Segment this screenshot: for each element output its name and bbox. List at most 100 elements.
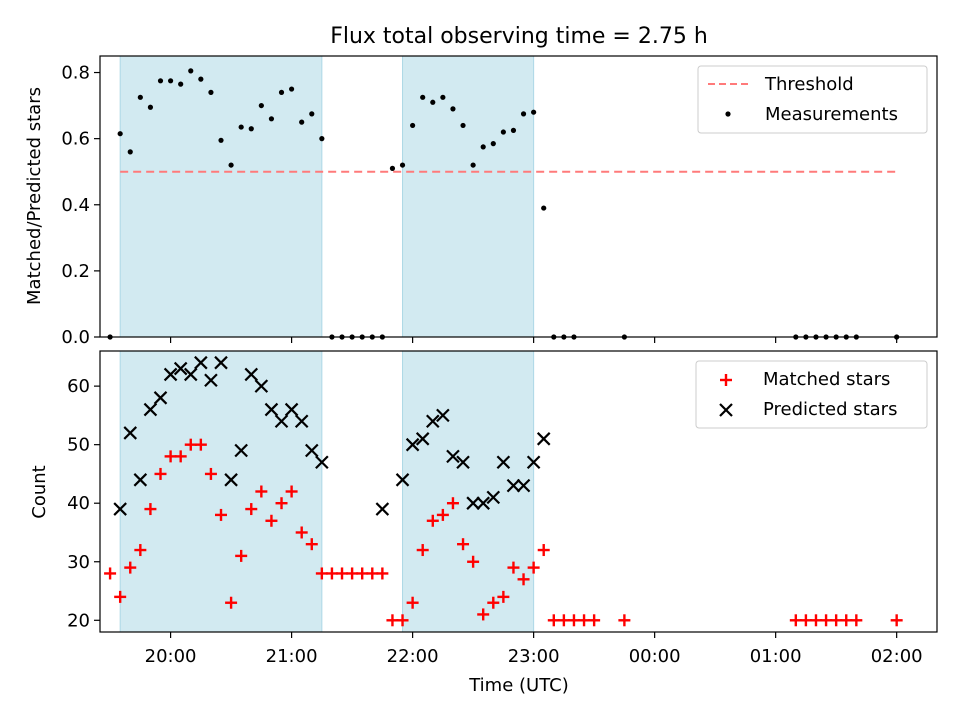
predicted-star-point (113, 502, 127, 516)
measurement-point (420, 94, 426, 100)
matched-star-point (396, 614, 409, 627)
matched-star-point (194, 438, 207, 451)
measurement-point (178, 81, 184, 87)
matched-star-point (618, 614, 631, 627)
predicted-star-point (516, 478, 531, 493)
predicted-stars-legend-swatch (719, 403, 733, 417)
matched-star-point (850, 614, 863, 627)
predicted-star-point (456, 455, 470, 470)
top-legend-box (697, 65, 928, 134)
measurements-legend-label: Measurements (765, 104, 898, 125)
measurement-point (278, 89, 285, 95)
matched-star-point (154, 467, 167, 480)
matched-star-point (336, 567, 349, 580)
predicted-star-point (506, 478, 521, 493)
predicted-star-point (526, 455, 541, 470)
matched-star-point (406, 596, 419, 609)
top-x-ticks (169, 337, 898, 343)
matched-star-point (104, 567, 117, 580)
bottom-axes-frame (99, 350, 938, 633)
matched-star-point (275, 497, 288, 510)
matched-star-point (235, 549, 248, 562)
predicted-star-point (405, 437, 420, 452)
matched-star-point (144, 503, 157, 516)
predicted-star-point (415, 432, 430, 446)
matched-star-point (376, 567, 389, 580)
bottom-y-ticks: 20 30 40 50 60 (67, 376, 100, 631)
measurement-point (127, 149, 133, 155)
measurement-point (531, 109, 537, 115)
matched-star-point (346, 567, 359, 580)
y-tick-label: 60 (67, 376, 90, 397)
matched-star-point (124, 561, 137, 574)
matched-star-point (487, 596, 500, 609)
x-axis-label: Time (UTC) (468, 675, 569, 696)
top-axes-frame (99, 55, 938, 338)
matched-star-point (225, 596, 238, 609)
matched-star-point (325, 567, 338, 580)
matched-star-point (245, 503, 258, 516)
predicted-star-point (143, 402, 158, 417)
y-tick-label: 0.8 (61, 63, 90, 84)
bottom-legend: Matched stars Predicted stars (695, 360, 928, 429)
predicted-star-point (254, 379, 269, 393)
measurement-point (500, 129, 506, 135)
predicted-star-point (426, 414, 440, 429)
matched-star-point (588, 614, 601, 627)
chart-title: Flux total observing time = 2.75 h (330, 24, 708, 49)
measurements-legend-swatch (725, 111, 731, 117)
x-tick-label: 00:00 (629, 646, 681, 667)
matched-star-point (305, 538, 318, 551)
predicted-star-point (375, 502, 390, 516)
bottom-panel: 20 30 40 50 60 20:00 21:00 22:00 23:00 00:00 01:0… (29, 350, 938, 696)
top-shaded-regions (119, 55, 535, 338)
predicted-star-point (466, 496, 480, 510)
matched-star-point (809, 614, 822, 627)
predicted-star-point (244, 367, 259, 382)
matched-star-point (285, 485, 298, 498)
measurement-point (430, 99, 436, 105)
top-panel: 0.00.20.40.60.8 Matched/Predicted stars … (24, 55, 938, 348)
matched-star-point (416, 544, 429, 557)
x-tick-label: 21:00 (266, 646, 318, 667)
predicted-star-point (486, 490, 501, 505)
x-tick-label: 02:00 (871, 646, 923, 667)
measurement-point (450, 106, 456, 112)
matched-star-point (174, 450, 187, 463)
measurement-point (198, 76, 204, 82)
predicted-star-point (153, 391, 168, 405)
y-tick-label: 50 (67, 435, 90, 456)
measurement-point (399, 162, 406, 168)
predicted-star-point (264, 402, 279, 417)
matched-star-point (295, 526, 308, 539)
matched-star-point (557, 614, 570, 627)
matched-star-point (366, 567, 379, 580)
matched-star-point (467, 555, 480, 568)
predicted-star-point (204, 373, 218, 388)
matched-star-point (265, 514, 278, 527)
measurement-point (389, 165, 396, 171)
predicted-star-point (173, 361, 188, 376)
measurement-point (520, 111, 527, 117)
measurement-point (289, 86, 295, 92)
measurement-point (167, 78, 174, 84)
shaded-interval (119, 55, 323, 338)
predicted-star-point (183, 367, 198, 382)
bottom-y-axis-label: Count (29, 465, 50, 518)
matched-star-point (789, 614, 802, 627)
matched-star-point (164, 450, 177, 463)
measurement-point (309, 111, 315, 117)
measurement-point (248, 126, 254, 132)
matched-star-point (446, 497, 459, 510)
predicted-star-point (476, 496, 490, 510)
predicted-star-point (446, 449, 460, 464)
matched-star-point (215, 508, 228, 521)
predicted-star-point (224, 473, 238, 487)
matched-star-point (356, 567, 369, 580)
predicted-star-point (194, 355, 208, 370)
measurement-point (480, 144, 486, 150)
matched-star-point (527, 561, 540, 574)
y-tick-label: 0.0 (61, 327, 90, 348)
y-tick-label: 30 (67, 552, 90, 573)
matched-star-point (567, 614, 580, 627)
